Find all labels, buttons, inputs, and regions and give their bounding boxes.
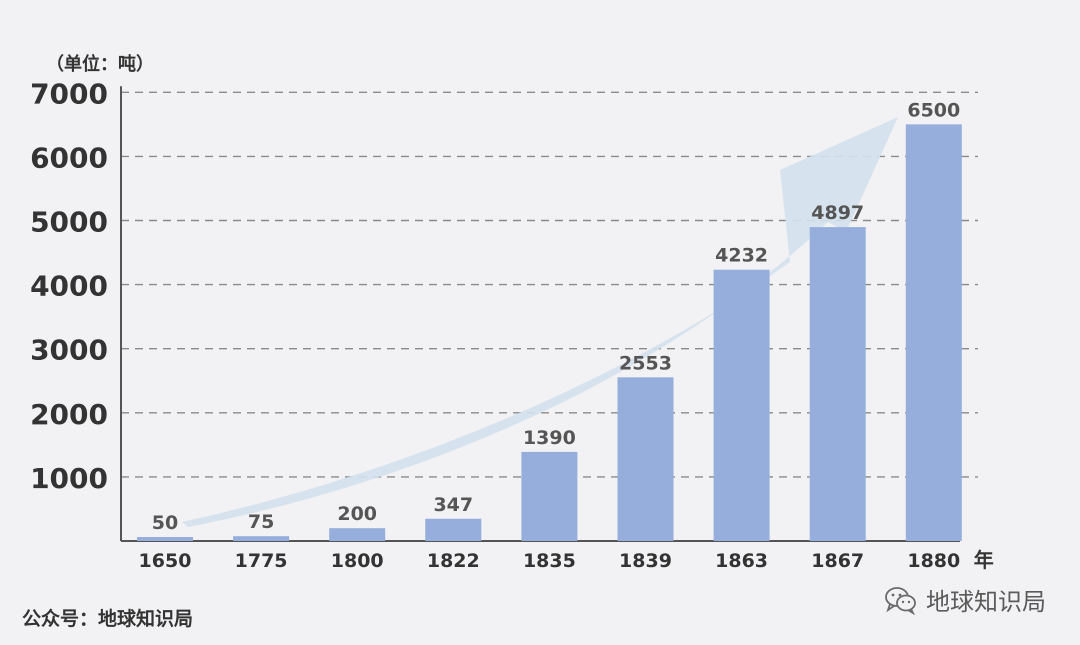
- y-tick-label: 4000: [30, 270, 108, 303]
- x-tick-label: 1880: [907, 550, 960, 572]
- data-label: 4232: [715, 245, 768, 267]
- bar: [425, 518, 482, 541]
- y-tick-label: 1000: [30, 462, 108, 495]
- data-label: 200: [337, 503, 377, 525]
- x-tick-label: 1775: [235, 550, 288, 572]
- brand-mark: 地球知识局: [884, 582, 1046, 617]
- y-tick-label: 6000: [30, 141, 108, 174]
- y-tick-label: 5000: [30, 206, 108, 239]
- data-label: 50: [152, 512, 178, 534]
- footer-source: 公众号：地球知识局: [22, 608, 194, 630]
- trend-arrow: [182, 117, 898, 527]
- bar: [233, 536, 290, 541]
- x-axis-unit: 年: [974, 548, 994, 572]
- bar: [713, 269, 770, 541]
- bar: [617, 377, 674, 541]
- bar: [521, 451, 578, 541]
- x-tick-label: 1800: [331, 550, 384, 572]
- x-tick-label: 1863: [715, 550, 768, 572]
- unit-label: （单位：吨）: [46, 54, 154, 75]
- x-tick-label: 1867: [811, 550, 864, 572]
- x-tick-label: 1835: [523, 550, 576, 572]
- bar: [809, 227, 866, 541]
- y-tick-label: 7000: [30, 77, 108, 110]
- x-tick-label: 1650: [139, 550, 192, 572]
- y-tick-label: 3000: [30, 334, 108, 367]
- x-tick-label: 1822: [427, 550, 480, 572]
- y-tick-label: 2000: [30, 398, 108, 431]
- brand-name: 地球知识局: [926, 588, 1046, 616]
- data-label: 4897: [811, 202, 864, 224]
- data-label: 2553: [619, 352, 672, 374]
- bar: [329, 528, 386, 541]
- wechat-icon: [885, 586, 916, 615]
- x-tick-label: 1839: [619, 550, 672, 572]
- data-label: 347: [433, 494, 473, 516]
- bar: [905, 124, 962, 541]
- data-label: 1390: [523, 427, 576, 449]
- data-label: 75: [248, 511, 274, 533]
- bar: [137, 537, 193, 541]
- data-label: 6500: [907, 99, 960, 121]
